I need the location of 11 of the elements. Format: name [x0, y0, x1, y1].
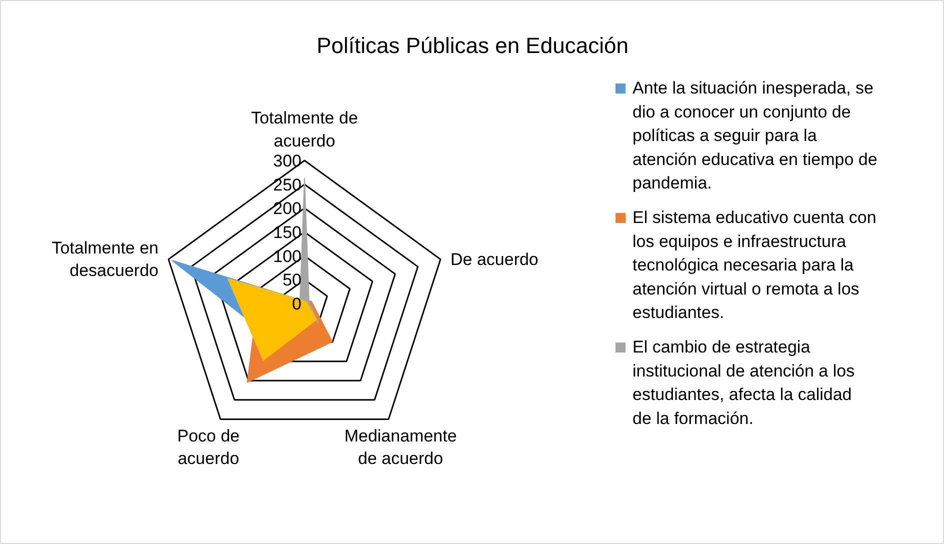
legend-label: El cambio de estrategia institucional de atención a los estudiantes, afecta la calidad de la formación. [632, 338, 855, 428]
spoke-label: De acuerdo [450, 250, 538, 269]
spoke-label: Medianamente de acuerdo [344, 426, 457, 468]
legend-label: Ante la situación inesperada, se dio a conocer un conjunto de políticas a seguir para la atención educativa en tiempo de pandemia. [632, 78, 878, 192]
spoke-label: Poco de acuerdo [177, 426, 240, 468]
chart-title: Políticas Públicas en Educación [316, 33, 628, 58]
spoke-label: Totalmente de acuerdo [251, 108, 358, 150]
spoke-label: Totalmente en desacuerdo [52, 238, 159, 280]
legend-label: El sistema educativo cuenta con los equipos e infraestructura tecnológica necesaria para la atención virtual o remota a los estudiantes. [632, 208, 876, 322]
y-tick-label: 300 [273, 152, 302, 170]
y-tick-label: 0 [292, 294, 302, 314]
